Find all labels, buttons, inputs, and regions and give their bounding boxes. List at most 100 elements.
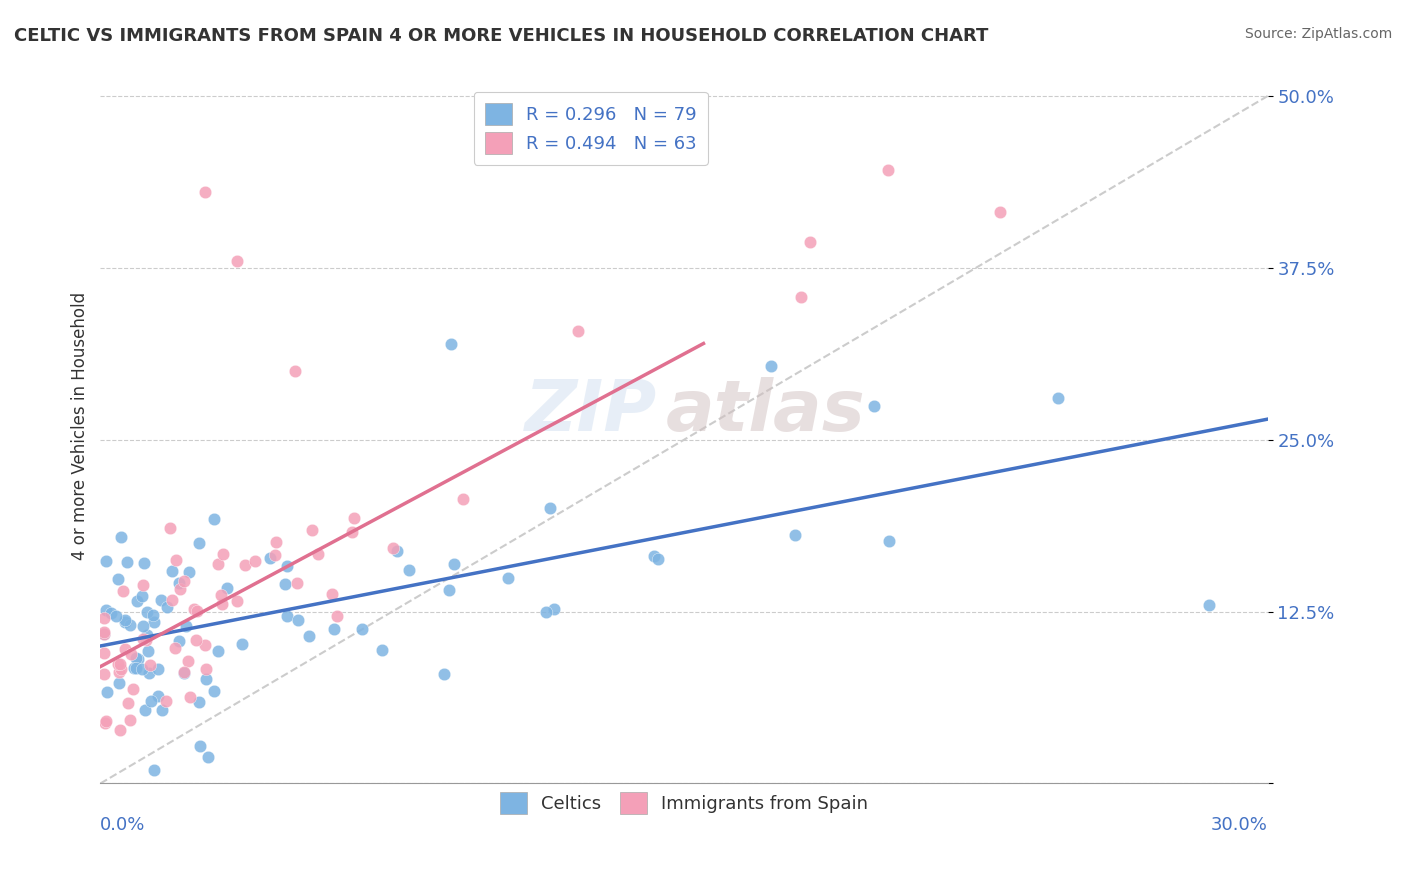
Point xyxy=(108,676,131,690)
Y-axis label: 4 or more Vehicles in Household: 4 or more Vehicles in Household xyxy=(72,292,89,560)
Point xyxy=(93,667,115,681)
Point xyxy=(139,658,162,673)
Point xyxy=(183,602,205,616)
Point xyxy=(543,602,565,616)
Point xyxy=(194,638,217,652)
Point xyxy=(93,716,115,731)
Point xyxy=(134,703,156,717)
Point xyxy=(125,593,148,607)
Point xyxy=(325,609,347,624)
Point xyxy=(321,587,343,601)
Text: atlas: atlas xyxy=(666,377,866,446)
Point xyxy=(176,619,198,633)
Point xyxy=(94,603,117,617)
Point xyxy=(498,571,520,585)
Point xyxy=(276,609,298,624)
Point xyxy=(1198,598,1220,612)
Point xyxy=(112,583,135,598)
Point xyxy=(197,749,219,764)
Point xyxy=(125,651,148,665)
Point xyxy=(437,582,460,597)
Point xyxy=(371,642,394,657)
Point xyxy=(211,597,233,611)
Point xyxy=(207,644,229,658)
Point xyxy=(125,661,148,675)
Point xyxy=(120,647,142,661)
Point xyxy=(114,615,136,629)
Point xyxy=(225,254,247,268)
Point xyxy=(877,163,900,178)
Point xyxy=(110,662,132,676)
Point xyxy=(110,530,132,544)
Point xyxy=(107,657,129,672)
Point xyxy=(211,547,233,561)
Point xyxy=(1046,391,1069,405)
Point xyxy=(167,576,190,591)
Point xyxy=(135,632,157,647)
Point xyxy=(342,524,364,539)
Point xyxy=(643,549,665,563)
Point xyxy=(142,607,165,622)
Point xyxy=(202,683,225,698)
Point xyxy=(114,613,136,627)
Point xyxy=(284,364,307,378)
Point xyxy=(155,694,177,708)
Point xyxy=(165,553,187,567)
Point xyxy=(287,613,309,627)
Legend: Celtics, Immigrants from Spain: Celtics, Immigrants from Spain xyxy=(489,780,879,824)
Text: Source: ZipAtlas.com: Source: ZipAtlas.com xyxy=(1244,27,1392,41)
Point xyxy=(132,618,155,632)
Point xyxy=(143,615,166,629)
Point xyxy=(194,673,217,687)
Point xyxy=(127,652,149,666)
Point xyxy=(132,632,155,646)
Point xyxy=(165,641,187,656)
Text: 0.0%: 0.0% xyxy=(100,815,146,834)
Point xyxy=(108,665,131,680)
Point xyxy=(132,556,155,570)
Point xyxy=(115,555,138,569)
Point xyxy=(243,554,266,568)
Point xyxy=(93,627,115,641)
Point xyxy=(173,574,195,588)
Point xyxy=(159,520,181,534)
Point xyxy=(225,594,247,608)
Point xyxy=(433,667,456,681)
Point xyxy=(122,682,145,697)
Point xyxy=(173,665,195,680)
Point xyxy=(93,611,115,625)
Point xyxy=(146,689,169,703)
Point xyxy=(107,572,129,586)
Point xyxy=(790,290,813,304)
Point xyxy=(187,535,209,549)
Point xyxy=(114,642,136,657)
Point xyxy=(131,590,153,604)
Point xyxy=(322,622,344,636)
Point xyxy=(122,661,145,675)
Point xyxy=(190,739,212,753)
Point xyxy=(160,592,183,607)
Point xyxy=(160,564,183,578)
Point xyxy=(233,558,256,572)
Point xyxy=(259,551,281,566)
Point xyxy=(799,235,821,250)
Point xyxy=(387,544,409,558)
Point xyxy=(194,186,217,200)
Point xyxy=(173,665,195,679)
Point xyxy=(761,359,783,374)
Point xyxy=(149,592,172,607)
Point xyxy=(231,637,253,651)
Point xyxy=(104,609,127,624)
Point xyxy=(110,657,132,672)
Point xyxy=(93,625,115,640)
Point xyxy=(439,336,461,351)
Point xyxy=(96,553,118,567)
Point xyxy=(988,205,1011,219)
Point xyxy=(146,661,169,675)
Point xyxy=(155,599,177,614)
Point xyxy=(567,324,589,338)
Point xyxy=(202,512,225,526)
Point xyxy=(131,578,153,592)
Point xyxy=(783,528,806,542)
Point xyxy=(188,695,211,709)
